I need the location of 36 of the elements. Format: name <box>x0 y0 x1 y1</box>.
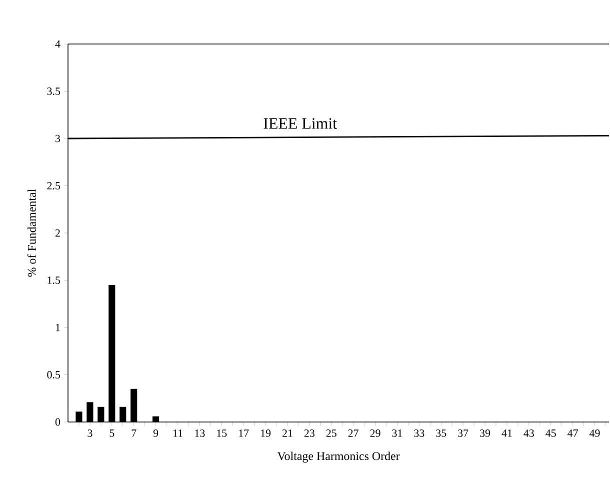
x-tick-label: 7 <box>132 430 136 437</box>
x-tick-label: 13 <box>195 430 205 437</box>
x-tick-label: 9 <box>153 430 158 437</box>
x-tick-label: 39 <box>480 430 490 437</box>
x-tick-label: 27 <box>348 430 358 437</box>
x-tick-label: 3 <box>88 430 92 437</box>
x-tick-label: 41 <box>502 430 512 437</box>
y-tick-label: 1.5 <box>48 276 60 284</box>
x-tick-label: 17 <box>239 430 249 437</box>
x-tick-label: 5 <box>110 430 114 437</box>
y-tick-label: 2.5 <box>47 182 60 190</box>
y-tick-label: 0 <box>55 418 60 426</box>
y-axis-title: % of Fundamental <box>27 189 36 277</box>
x-tick-label: 11 <box>173 430 182 437</box>
y-tick-label: 1 <box>56 324 60 332</box>
y-tick-label: 4 <box>55 40 60 48</box>
x-tick-label: 25 <box>326 430 336 437</box>
y-tick-label: 3 <box>56 134 60 142</box>
x-tick-label: 19 <box>261 430 271 437</box>
x-tick-label: 45 <box>546 430 556 437</box>
x-tick-label: 47 <box>568 430 578 437</box>
x-tick-label: 37 <box>458 430 468 437</box>
x-tick-label: 43 <box>524 430 534 437</box>
x-tick-label: 15 <box>217 430 227 437</box>
x-tick-label: 29 <box>370 430 380 437</box>
x-tick-label: 33 <box>414 430 424 437</box>
x-tick-label: 31 <box>392 430 402 437</box>
series-label: IEEE Limit <box>264 118 337 129</box>
y-tick-label: 2 <box>55 229 60 237</box>
x-tick-label: 21 <box>282 430 292 437</box>
y-tick-label: 3.5 <box>47 88 60 95</box>
x-tick-label: 49 <box>589 430 600 437</box>
x-axis-title: Voltage Harmonics Order <box>277 452 400 463</box>
x-tick-label: 35 <box>436 430 446 437</box>
x-tick-label: 23 <box>304 430 314 437</box>
y-tick-label: 0.5 <box>47 371 60 378</box>
